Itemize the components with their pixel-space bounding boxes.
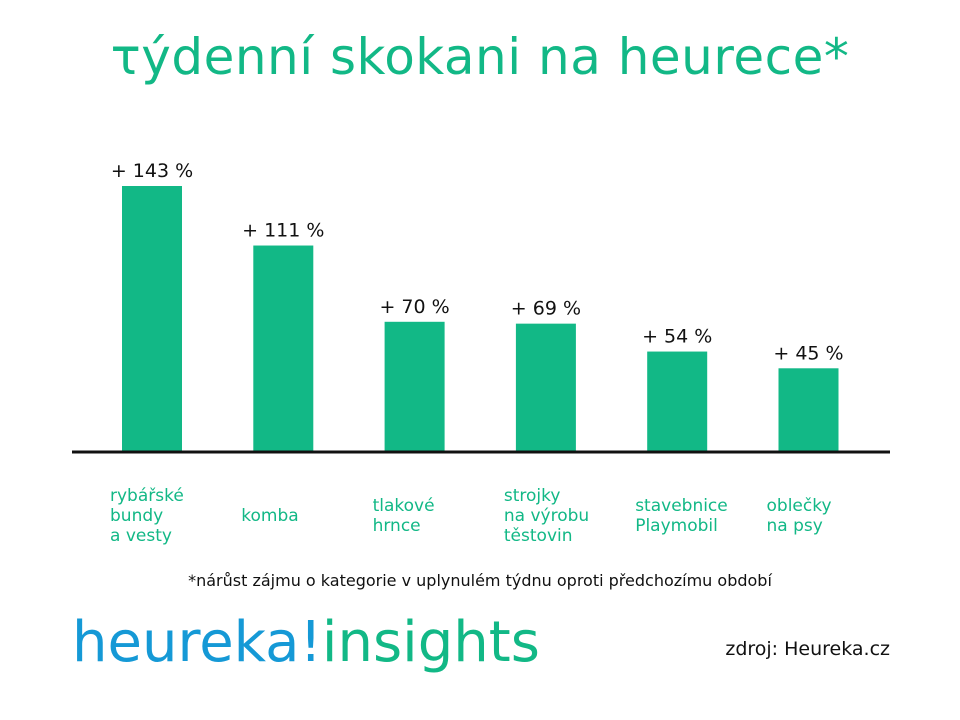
bar-5 (778, 368, 839, 452)
category-label-line: hrnce (373, 516, 421, 536)
category-label-0: rybářské bundy a vesty (110, 486, 184, 546)
category-label-4: stavebnice Playmobil (635, 496, 728, 536)
category-label-line: strojky (504, 486, 561, 506)
bar-3 (515, 323, 576, 452)
category-label-line: stavebnice (635, 496, 728, 516)
category-label-1: komba (241, 506, 298, 526)
category-label-line: a vesty (110, 526, 172, 546)
category-label-line: rybářské (110, 486, 184, 506)
chart-title: τýdenní skokani na heurece* (110, 28, 850, 86)
bar-2 (384, 321, 445, 452)
logo-insights-text: insights (321, 610, 540, 675)
category-label-5: oblečky na psy (767, 496, 832, 536)
bar-0 (122, 186, 182, 452)
source-note: zdroj: Heureka.cz (725, 638, 890, 660)
category-label-line: oblečky (767, 496, 832, 516)
category-label-line: komba (241, 506, 298, 526)
value-label-1: + 111 % (242, 220, 324, 242)
category-label-2: tlakové hrnce (373, 496, 435, 536)
category-label-line: tlakové (373, 496, 435, 516)
category-label-line: na výrobu (504, 506, 589, 526)
heureka-insights-logo: heureka!insights (72, 610, 540, 675)
footnote: *nárůst zájmu o kategorie v uplynulém tý… (188, 571, 772, 590)
bar-1 (253, 245, 314, 452)
value-label-5: + 45 % (773, 342, 843, 364)
category-label-line: Playmobil (635, 516, 718, 536)
bar-4 (647, 351, 708, 452)
category-label-line: bundy (110, 506, 163, 526)
logo-heureka-text: heureka! (72, 610, 322, 675)
value-label-2: + 70 % (379, 296, 449, 318)
value-label-0: + 143 % (111, 160, 193, 182)
value-label-3: + 69 % (511, 298, 581, 320)
category-label-line: těstovin (504, 526, 573, 546)
category-label-3: strojky na výrobu těstovin (504, 486, 589, 546)
value-label-4: + 54 % (642, 326, 712, 348)
category-label-line: na psy (767, 516, 823, 536)
